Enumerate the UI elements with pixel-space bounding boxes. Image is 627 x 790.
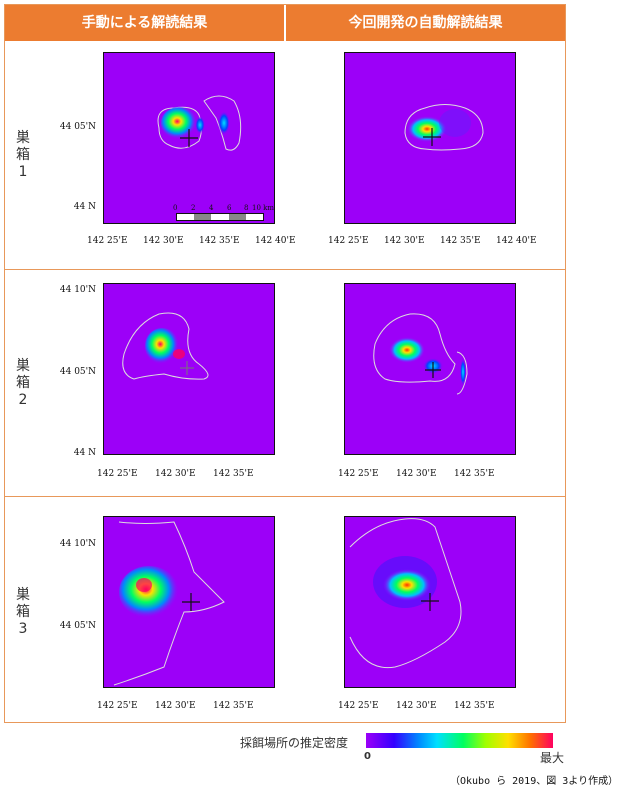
header-manual: 手動による解読結果 [5, 5, 284, 41]
figure-frame: 手動による解読結果 今回開発の自動解読結果 [4, 4, 566, 723]
y-label: 44 10'N [59, 539, 96, 549]
y-label: 44 05'N [59, 621, 96, 631]
density-plot [122, 312, 209, 380]
x-label: 142 40'E [255, 236, 296, 246]
scale-label-0: 0 [173, 204, 178, 212]
x-label: 142 25'E [338, 701, 379, 711]
map-row3-auto [344, 516, 516, 688]
header-auto: 今回開発の自動解読結果 [286, 5, 565, 41]
density-plot [113, 521, 225, 686]
x-label: 142 25'E [97, 701, 138, 711]
x-label: 142 30'E [143, 236, 184, 246]
x-label: 142 35'E [454, 469, 495, 479]
map-row1-auto [344, 52, 516, 224]
x-label: 142 25'E [87, 236, 128, 246]
x-label: 142 35'E [213, 701, 254, 711]
x-label: 142 25'E [328, 236, 369, 246]
density-plot [373, 313, 468, 395]
x-label: 142 35'E [213, 469, 254, 479]
scale-bar [176, 213, 264, 221]
legend-max-label: 最大 [540, 751, 565, 765]
y-label: 44 05'N [59, 367, 96, 377]
y-label: 44 N [73, 202, 96, 212]
y-label: 44 05'N [59, 122, 96, 132]
source-credit: （Okubo ら 2019、図 3より作成） [450, 776, 619, 787]
scale-label-10km: 10 km [252, 204, 275, 212]
map-row2-auto [344, 283, 516, 455]
map-row1-manual [103, 52, 275, 224]
row-separator [5, 269, 565, 270]
scale-label-4: 4 [209, 204, 214, 212]
x-label: 142 30'E [155, 701, 196, 711]
scale-label-8: 8 [244, 204, 249, 212]
x-label: 142 30'E [155, 469, 196, 479]
x-label: 142 30'E [396, 701, 437, 711]
x-label: 142 30'E [384, 236, 425, 246]
map-row3-manual [103, 516, 275, 688]
x-label: 142 40'E [496, 236, 537, 246]
density-plot [157, 95, 242, 151]
x-label: 142 35'E [454, 701, 495, 711]
legend-label: 採餌場所の推定密度 [240, 736, 349, 750]
row-separator [5, 496, 565, 497]
y-label: 44 N [73, 448, 96, 458]
x-label: 142 30'E [396, 469, 437, 479]
x-label: 142 35'E [199, 236, 240, 246]
scale-label-2: 2 [191, 204, 196, 212]
x-label: 142 25'E [338, 469, 379, 479]
x-label: 142 25'E [97, 469, 138, 479]
density-plot [404, 104, 484, 151]
map-row2-manual [103, 283, 275, 455]
legend-min-label: 0 [364, 751, 371, 762]
x-label: 142 35'E [440, 236, 481, 246]
y-label: 44 10'N [59, 285, 96, 295]
scale-label-6: 6 [227, 204, 232, 212]
density-plot [349, 518, 462, 669]
legend-color-bar [366, 733, 553, 748]
